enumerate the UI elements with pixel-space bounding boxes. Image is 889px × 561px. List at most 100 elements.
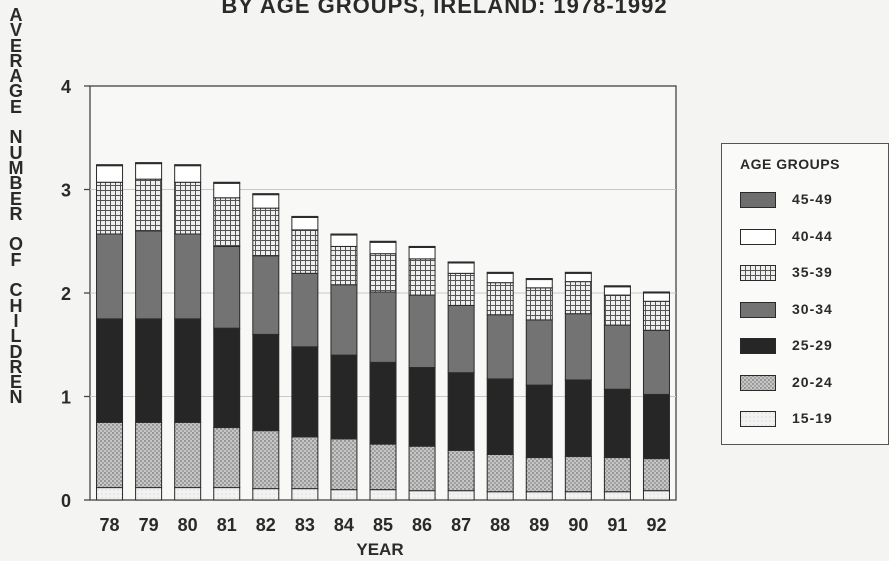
bar-segment-15-19 bbox=[486, 491, 514, 501]
legend-item-20-24: 20-24 bbox=[740, 374, 880, 394]
bar-segment-20-24 bbox=[213, 427, 241, 489]
bar-segment-35-39 bbox=[291, 229, 319, 274]
bar-segment-45-49 bbox=[330, 233, 358, 236]
x-tick-label: 83 bbox=[295, 515, 315, 535]
bar-segment-35-39 bbox=[564, 281, 592, 315]
bar-segment-45-49 bbox=[447, 261, 475, 264]
legend-label: 20-24 bbox=[792, 373, 833, 390]
bar-stack-88 bbox=[486, 271, 514, 501]
bar-segment-20-24 bbox=[96, 421, 124, 489]
bar-segment-30-34 bbox=[642, 329, 670, 395]
bar-segment-30-34 bbox=[603, 324, 631, 390]
x-tick-label: 79 bbox=[139, 515, 159, 535]
legend-item-25-29: 25-29 bbox=[740, 337, 880, 357]
bar-segment-40-44 bbox=[642, 292, 670, 302]
bar-segment-15-19 bbox=[174, 487, 202, 501]
bar-stack-91 bbox=[603, 285, 631, 501]
y-tick-label: 0 bbox=[61, 491, 71, 511]
bar-segment-40-44 bbox=[564, 272, 592, 283]
bar-stack-86 bbox=[408, 245, 436, 501]
x-tick-label: 92 bbox=[646, 515, 666, 535]
bar-segment-20-24 bbox=[486, 453, 514, 493]
legend-label: 40-44 bbox=[792, 227, 833, 244]
bar-stack-78 bbox=[96, 164, 124, 501]
bar-stack-81 bbox=[213, 181, 241, 501]
legend-swatch bbox=[740, 301, 776, 318]
bar-segment-25-29 bbox=[369, 361, 397, 445]
y-ticks-group: 0 1 2 3 4 bbox=[61, 77, 71, 511]
bar-segment-25-29 bbox=[408, 367, 436, 447]
bar-segment-40-44 bbox=[447, 262, 475, 274]
bar-segment-35-39 bbox=[213, 197, 241, 247]
bar-segment-25-29 bbox=[291, 346, 319, 438]
bar-segment-20-24 bbox=[564, 456, 592, 493]
bar-segment-35-39 bbox=[486, 282, 514, 316]
bar-segment-30-34 bbox=[486, 314, 514, 380]
bar-segment-15-19 bbox=[369, 489, 397, 501]
bar-segment-35-39 bbox=[96, 181, 124, 235]
bar-segment-15-19 bbox=[135, 487, 163, 501]
bar-segment-20-24 bbox=[408, 445, 436, 492]
bar-segment-15-19 bbox=[603, 491, 631, 501]
bar-segment-45-49 bbox=[252, 193, 280, 196]
y-tick-label: 2 bbox=[61, 284, 71, 304]
bar-segment-30-34 bbox=[174, 233, 202, 320]
bar-stack-80 bbox=[174, 164, 202, 501]
bar-segment-35-39 bbox=[174, 181, 202, 235]
legend-item-35-39: 35-39 bbox=[740, 264, 880, 284]
bar-segment-40-44 bbox=[135, 163, 163, 180]
bar-segment-30-34 bbox=[135, 230, 163, 320]
bar-segment-35-39 bbox=[525, 287, 553, 321]
bar-segment-45-49 bbox=[603, 285, 631, 288]
bar-segment-25-29 bbox=[330, 354, 358, 440]
x-tick-label: 84 bbox=[334, 515, 354, 535]
bar-segment-35-39 bbox=[252, 207, 280, 257]
bar-segment-20-24 bbox=[252, 430, 280, 490]
legend-swatch bbox=[740, 228, 776, 245]
bar-segment-45-49 bbox=[135, 162, 163, 165]
bar-segment-15-19 bbox=[330, 489, 358, 501]
bar-segment-15-19 bbox=[447, 490, 475, 501]
bar-segment-15-19 bbox=[642, 490, 670, 501]
x-tick-label: 82 bbox=[256, 515, 276, 535]
x-tick-label: 85 bbox=[373, 515, 393, 535]
bar-segment-40-44 bbox=[369, 241, 397, 255]
x-tick-label: 90 bbox=[568, 515, 588, 535]
bar-segment-15-19 bbox=[252, 488, 280, 501]
x-tick-label: 78 bbox=[100, 515, 120, 535]
legend-swatch bbox=[740, 374, 776, 391]
x-tick-label: 87 bbox=[451, 515, 471, 535]
legend-item-40-44: 40-44 bbox=[740, 228, 880, 248]
bar-segment-30-34 bbox=[408, 294, 436, 369]
y-tick-label: 1 bbox=[61, 388, 71, 408]
bar-stack-92 bbox=[642, 291, 670, 501]
bar-segment-20-24 bbox=[603, 457, 631, 493]
bar-segment-45-49 bbox=[525, 278, 553, 281]
bar-segment-15-19 bbox=[291, 488, 319, 501]
bar-segment-35-39 bbox=[330, 245, 358, 286]
bar-segment-45-49 bbox=[96, 164, 124, 167]
bar-stack-82 bbox=[252, 193, 280, 501]
bar-segment-45-49 bbox=[642, 291, 670, 294]
bar-segment-20-24 bbox=[291, 436, 319, 490]
bar-segment-20-24 bbox=[135, 421, 163, 489]
bar-segment-40-44 bbox=[486, 272, 514, 284]
bar-segment-25-29 bbox=[642, 393, 670, 460]
bar-segment-35-39 bbox=[135, 178, 163, 232]
bar-segment-30-34 bbox=[447, 304, 475, 374]
bar-segment-30-34 bbox=[252, 255, 280, 335]
bars-group bbox=[96, 162, 670, 501]
bar-segment-35-39 bbox=[408, 258, 436, 296]
legend-label: 15-19 bbox=[792, 410, 833, 426]
legend-label: 45-49 bbox=[792, 191, 833, 207]
legend-item-15-19: 15-19 bbox=[740, 410, 880, 430]
bar-segment-45-49 bbox=[369, 240, 397, 243]
legend-label: 30-34 bbox=[792, 300, 833, 317]
bar-segment-15-19 bbox=[564, 491, 592, 501]
bar-segment-20-24 bbox=[525, 457, 553, 493]
bar-segment-40-44 bbox=[408, 246, 436, 260]
bar-segment-30-34 bbox=[564, 313, 592, 381]
bar-segment-30-34 bbox=[96, 233, 124, 320]
